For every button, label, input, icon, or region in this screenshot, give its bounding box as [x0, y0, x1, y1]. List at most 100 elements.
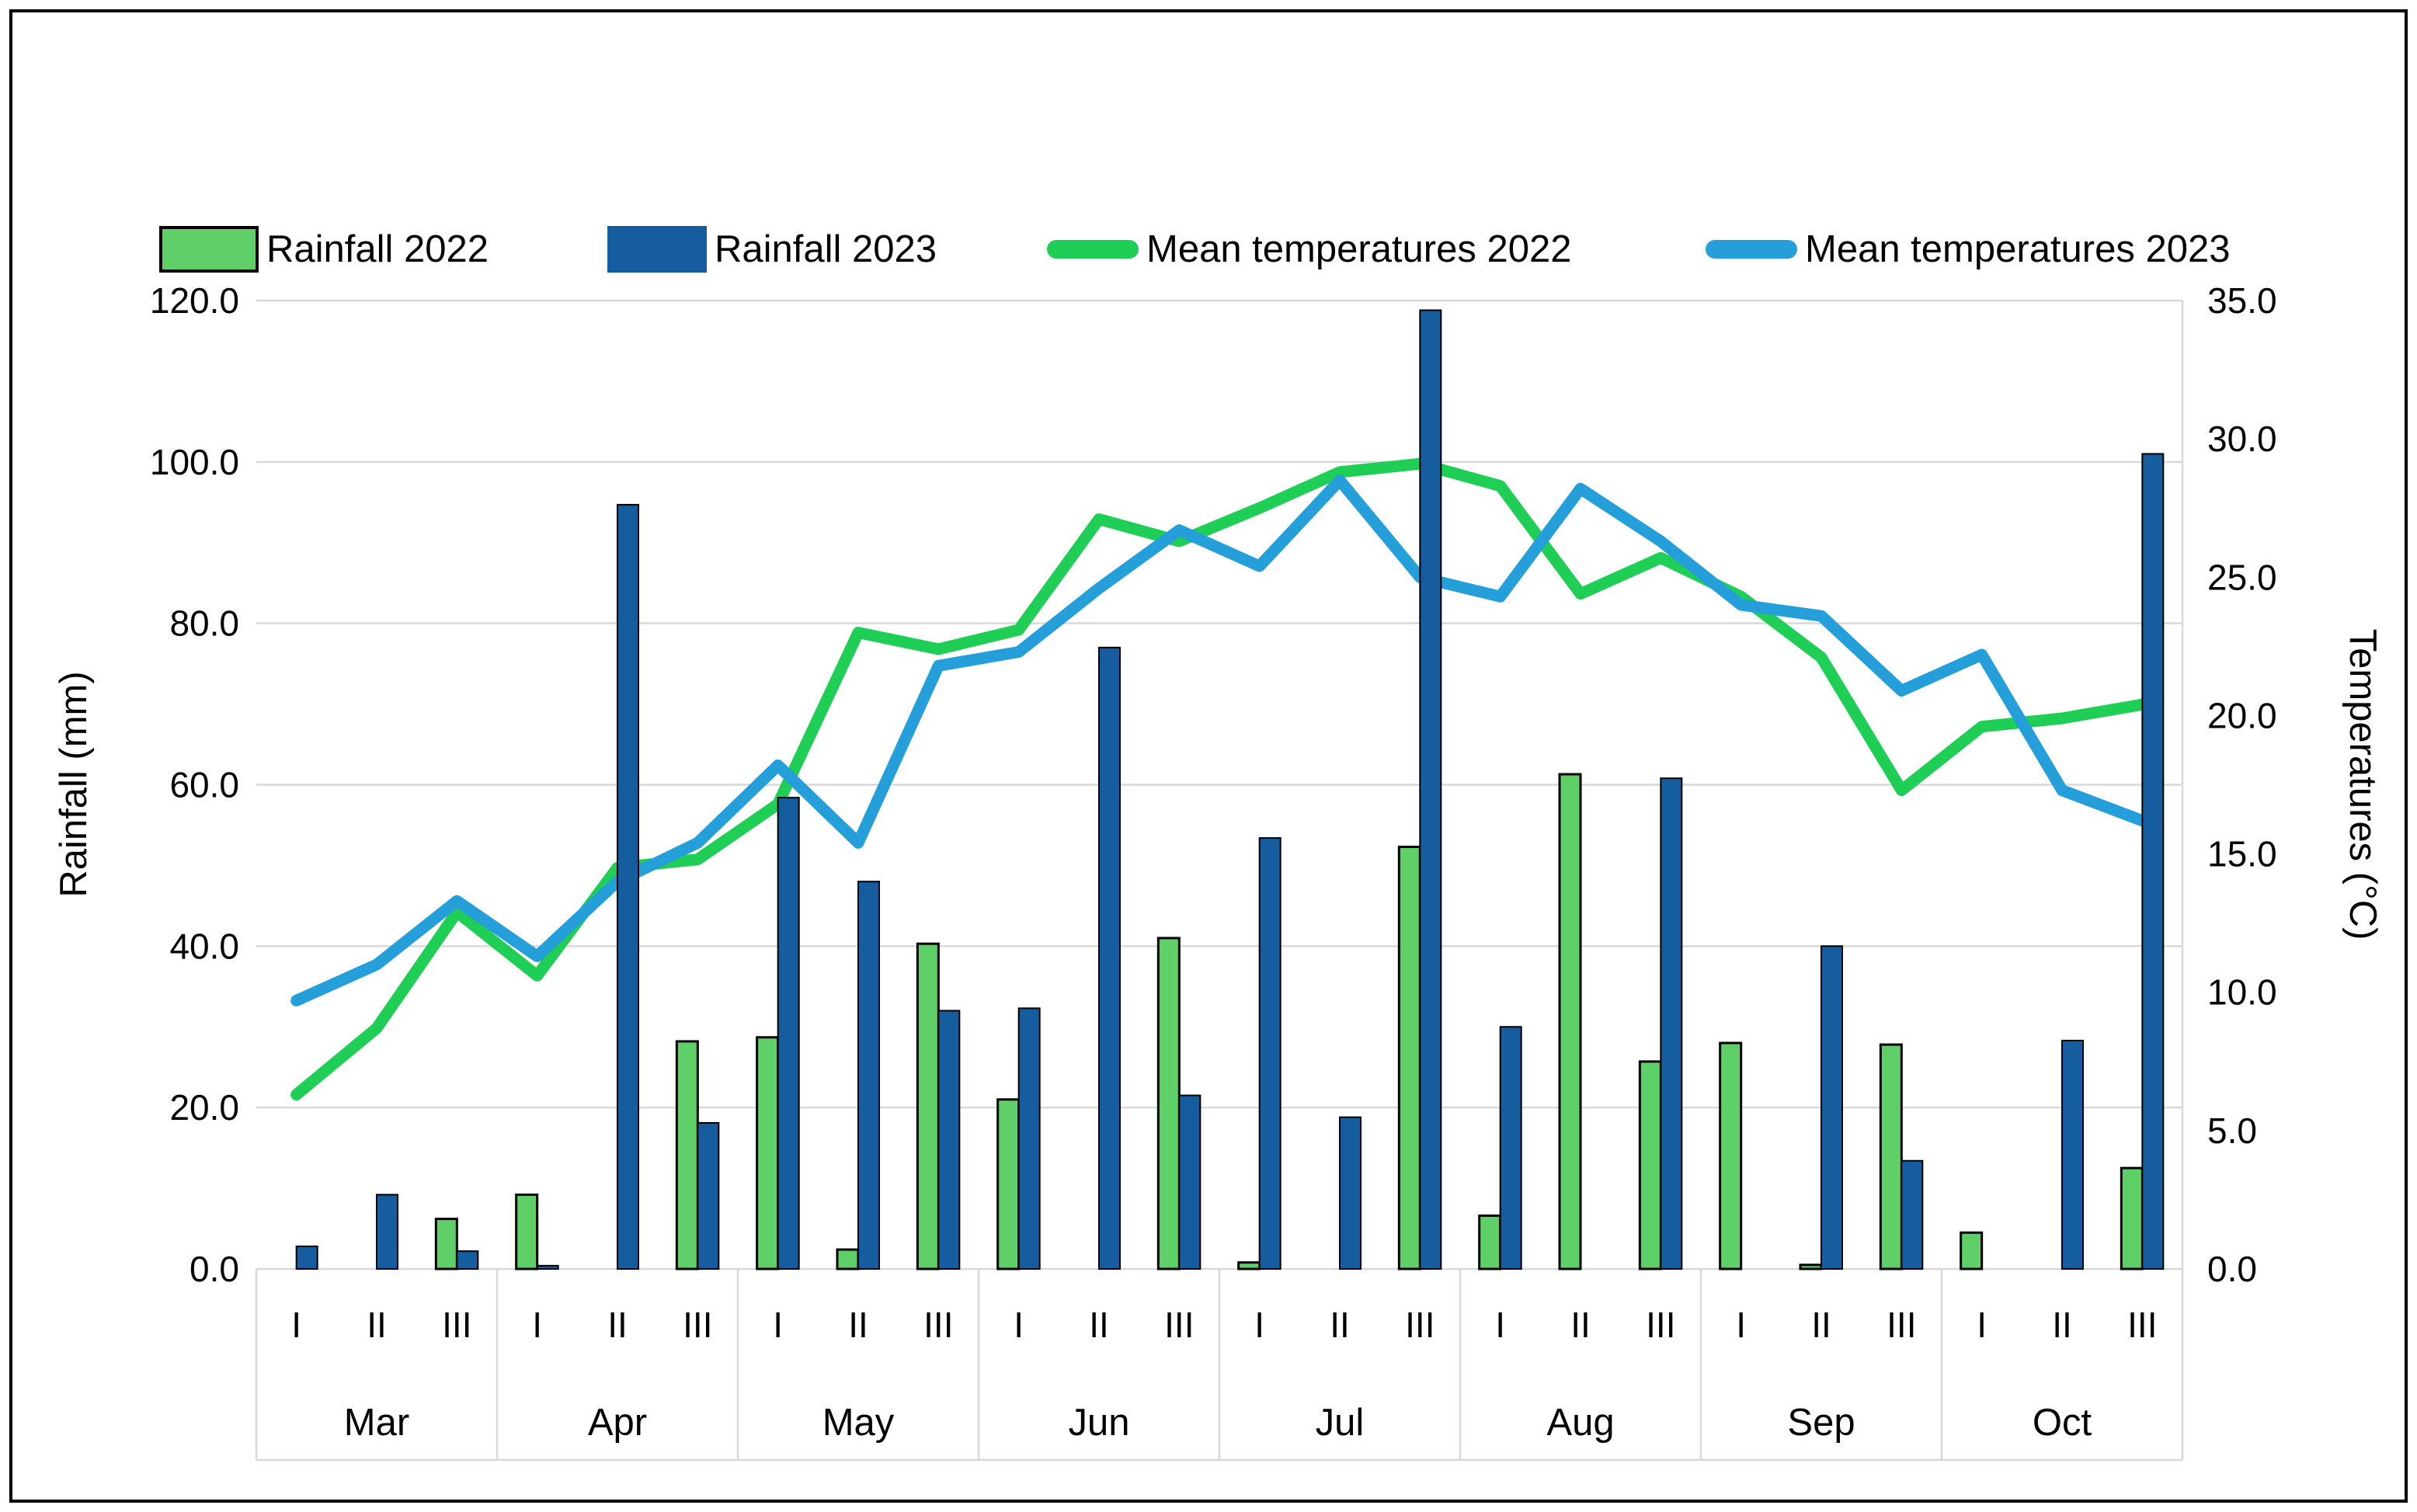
bar — [1017, 1007, 1041, 1270]
svg-text:II: II — [2052, 1305, 2072, 1345]
bar — [2061, 1039, 2084, 1270]
svg-text:II: II — [367, 1305, 387, 1345]
bar — [1960, 1231, 1984, 1270]
svg-text:III: III — [1887, 1305, 1916, 1345]
svg-text:II: II — [1089, 1305, 1109, 1345]
svg-text:I: I — [1495, 1305, 1505, 1345]
legend-item-temp-2022: Mean temperatures 2022 — [1047, 222, 1572, 276]
svg-text:120.0: 120.0 — [150, 280, 239, 321]
bar — [1638, 1060, 1662, 1270]
bar — [1719, 1041, 1743, 1270]
svg-text:May: May — [822, 1402, 895, 1444]
svg-text:20.0: 20.0 — [2207, 695, 2277, 735]
bar — [916, 942, 940, 1270]
category-axis — [255, 1269, 2184, 1462]
svg-text:40.0: 40.0 — [169, 926, 239, 966]
temp-line-2022 — [290, 457, 2148, 1101]
svg-text:80.0: 80.0 — [169, 603, 239, 644]
bar — [1156, 937, 1181, 1270]
legend-label-rainfall-2022: Rainfall 2022 — [266, 228, 489, 270]
bar — [1237, 1261, 1261, 1270]
bar — [376, 1194, 398, 1270]
svg-text:III: III — [1164, 1305, 1194, 1345]
svg-text:III: III — [442, 1305, 471, 1345]
bar — [1397, 846, 1421, 1270]
decade-labels: I II III I II III I II III I II III I II III I II III I II I… — [291, 1305, 2157, 1345]
svg-text:III: III — [1405, 1305, 1435, 1345]
bar — [675, 1040, 699, 1270]
bar — [1799, 1263, 1823, 1270]
bar — [456, 1250, 479, 1270]
svg-text:I: I — [532, 1305, 542, 1345]
bar — [515, 1193, 539, 1270]
bar — [295, 1245, 318, 1270]
legend-swatch-temp-2023 — [1706, 240, 1797, 259]
svg-text:III: III — [923, 1305, 953, 1345]
svg-text:I: I — [773, 1305, 783, 1345]
bar — [857, 881, 880, 1270]
svg-text:10.0: 10.0 — [2207, 972, 2277, 1013]
svg-text:I: I — [291, 1305, 301, 1345]
bar — [1478, 1214, 1502, 1270]
svg-text:II: II — [1330, 1305, 1350, 1345]
svg-text:Sep: Sep — [1787, 1402, 1855, 1444]
svg-text:100.0: 100.0 — [150, 442, 239, 482]
svg-text:I: I — [1254, 1305, 1264, 1345]
svg-text:III: III — [683, 1305, 712, 1345]
legend-label-temp-2023: Mean temperatures 2023 — [1805, 228, 2231, 270]
legend-label-temp-2022: Mean temperatures 2022 — [1146, 228, 1572, 270]
bar — [1419, 309, 1442, 1270]
bar — [1499, 1026, 1522, 1270]
legend: Rainfall 2022 Rainfall 2023 Mean tempera… — [0, 222, 2417, 276]
legend-item-rainfall-2022: Rainfall 2022 — [159, 222, 489, 276]
svg-text:II: II — [1570, 1305, 1591, 1345]
svg-text:0.0: 0.0 — [2207, 1249, 2257, 1289]
bar — [1879, 1043, 1903, 1270]
svg-text:20.0: 20.0 — [169, 1087, 239, 1128]
bar — [1821, 945, 1843, 1270]
svg-text:Aug: Aug — [1546, 1402, 1614, 1444]
bar — [937, 1010, 961, 1270]
temp-line-2023 — [290, 474, 2148, 1006]
bar — [2120, 1166, 2144, 1270]
svg-text:Jul: Jul — [1316, 1402, 1365, 1444]
bar — [777, 797, 800, 1270]
svg-text:Jun: Jun — [1068, 1402, 1129, 1444]
svg-text:15.0: 15.0 — [2207, 834, 2277, 874]
legend-swatch-rainfall-2023 — [607, 226, 707, 273]
svg-text:I: I — [1736, 1305, 1746, 1345]
svg-text:25.0: 25.0 — [2207, 557, 2277, 597]
svg-text:II: II — [607, 1305, 628, 1345]
bar — [697, 1121, 720, 1270]
legend-label-rainfall-2023: Rainfall 2023 — [715, 228, 937, 270]
legend-swatch-temp-2022 — [1047, 240, 1139, 259]
svg-text:0.0: 0.0 — [190, 1249, 239, 1289]
bar — [756, 1036, 780, 1270]
legend-swatch-rainfall-2022 — [159, 226, 259, 273]
svg-text:30.0: 30.0 — [2207, 419, 2277, 459]
svg-text:5.0: 5.0 — [2207, 1111, 2257, 1151]
bar — [1339, 1116, 1362, 1270]
month-labels: Mar Apr May Jun Jul Aug Sep Oct — [344, 1402, 2092, 1444]
bars-rainfall-2023 — [295, 309, 2165, 1270]
bar — [836, 1248, 860, 1270]
svg-text:III: III — [1646, 1305, 1675, 1345]
bar — [996, 1098, 1021, 1270]
legend-item-temp-2023: Mean temperatures 2023 — [1706, 222, 2231, 276]
svg-text:35.0: 35.0 — [2207, 280, 2277, 321]
bar — [2141, 453, 2165, 1270]
svg-text:II: II — [848, 1305, 868, 1345]
bar — [1660, 777, 1683, 1270]
bar — [1258, 837, 1282, 1270]
bar — [536, 1264, 559, 1270]
legend-item-rainfall-2023: Rainfall 2023 — [607, 222, 937, 276]
axis-tick-labels: 0.0 20.0 40.0 60.0 80.0 100.0 120.0 0.0 5.0 10.0 1… — [150, 280, 2277, 1289]
bar — [434, 1218, 458, 1270]
bar — [1178, 1094, 1202, 1270]
bar — [1558, 773, 1582, 1270]
svg-text:II: II — [1811, 1305, 1831, 1345]
svg-text:Apr: Apr — [588, 1402, 647, 1444]
bar — [1901, 1159, 1924, 1270]
svg-text:Oct: Oct — [2033, 1402, 2092, 1444]
